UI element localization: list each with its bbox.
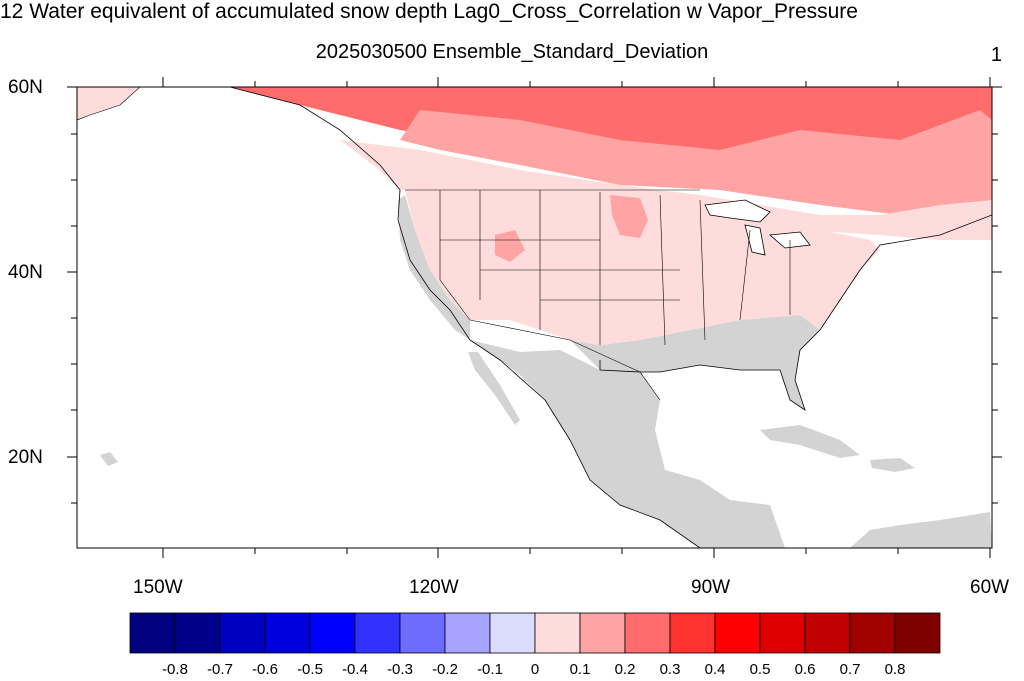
colorbar-swatch bbox=[309, 612, 356, 654]
field-conus bbox=[405, 190, 880, 345]
land-cuba bbox=[760, 425, 860, 458]
colorbar-tick-label: -0.2 bbox=[432, 661, 458, 678]
colorbar-swatch bbox=[579, 612, 626, 654]
colorbar-swatch bbox=[534, 612, 581, 654]
lat-label-60n: 60N bbox=[8, 77, 43, 98]
colorbar-swatch bbox=[849, 612, 896, 654]
field-canada-south bbox=[340, 140, 992, 240]
colorbar-tick-label: 0.5 bbox=[749, 661, 771, 678]
coastline-east bbox=[599, 214, 992, 411]
colorbar-tick-label: 0.2 bbox=[614, 661, 636, 678]
land-south-america bbox=[850, 512, 992, 548]
colorbar-tick-label: -0.7 bbox=[207, 661, 233, 678]
colorbar-tick-label: 0.4 bbox=[704, 661, 726, 678]
colorbar-swatch bbox=[264, 612, 311, 654]
colorbar-tick-label: 0.3 bbox=[659, 661, 681, 678]
alaska-fragment bbox=[77, 87, 141, 121]
colorbar-swatch bbox=[219, 612, 266, 654]
figure-subtitle: 2025030500 Ensemble_Standard_Deviation bbox=[315, 41, 709, 63]
colorbar-swatch bbox=[129, 612, 176, 654]
colorbar-tick-label: 0.8 bbox=[884, 661, 906, 678]
lon-ticks bbox=[162, 77, 991, 558]
field-dakotas bbox=[610, 195, 648, 238]
colorbar-swatch bbox=[444, 612, 491, 654]
state-boundaries bbox=[405, 189, 791, 401]
colorbar-swatch bbox=[399, 612, 446, 654]
lon-label-120w: 120W bbox=[409, 577, 459, 598]
figure-title: 12 Water equivalent of accumulated snow … bbox=[0, 0, 858, 23]
colorbar-swatch bbox=[759, 612, 806, 654]
colorbar-tick-label: -0.1 bbox=[477, 661, 503, 678]
colorbar-swatch bbox=[354, 612, 401, 654]
land-baja bbox=[468, 352, 520, 425]
land-us-southeast-gray bbox=[570, 315, 820, 410]
lat-label-40n: 40N bbox=[8, 262, 43, 283]
lon-label-60w: 60W bbox=[970, 577, 1010, 598]
land-us-west-gray bbox=[398, 195, 470, 340]
land-hawaii bbox=[100, 452, 118, 466]
colorbar-tick-label: -0.8 bbox=[162, 661, 188, 678]
lat-ticks bbox=[67, 86, 1002, 504]
coastline-west bbox=[229, 87, 701, 548]
great-lakes bbox=[704, 199, 811, 256]
colorbar-swatch bbox=[174, 612, 221, 654]
colorbar-swatch bbox=[804, 612, 851, 654]
colorbar-tick-label: -0.4 bbox=[342, 661, 368, 678]
colorbar-swatch bbox=[669, 612, 716, 654]
lat-label-20n: 20N bbox=[8, 447, 43, 468]
colorbar-swatch bbox=[624, 612, 671, 654]
land-hispaniola bbox=[870, 458, 915, 472]
colorbar-tick-label: 0.7 bbox=[839, 661, 861, 678]
colorbar-swatch bbox=[489, 612, 536, 654]
lon-label-150w: 150W bbox=[133, 577, 183, 598]
field-canada-mid bbox=[400, 110, 992, 215]
colorbar-swatch bbox=[714, 612, 761, 654]
colorbar-tick-label: -0.3 bbox=[387, 661, 413, 678]
colorbar-tick-label: -0.5 bbox=[297, 661, 323, 678]
panel-number: 1 bbox=[990, 44, 1002, 66]
colorbar-tick-label: -0.6 bbox=[252, 661, 278, 678]
colorbar bbox=[129, 612, 941, 654]
colorbar-tick-label: 0.1 bbox=[569, 661, 591, 678]
colorbar-tick-label: 0 bbox=[530, 661, 540, 678]
colorbar-swatch bbox=[894, 612, 941, 654]
lon-label-90w: 90W bbox=[691, 577, 731, 598]
field-rockies bbox=[495, 230, 525, 262]
map-content bbox=[77, 87, 992, 548]
colorbar-tick-label: 0.6 bbox=[794, 661, 816, 678]
land-mexico bbox=[470, 340, 785, 548]
